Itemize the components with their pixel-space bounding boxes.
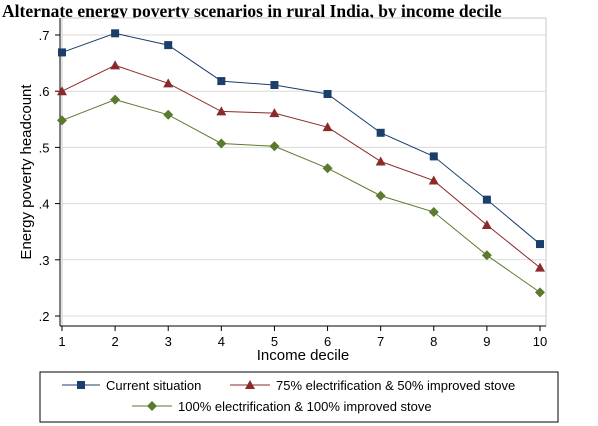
series-2	[57, 60, 545, 272]
data-point	[428, 175, 439, 185]
legend-marker	[245, 380, 255, 389]
data-point	[110, 94, 121, 105]
y-tick-label: .4	[39, 197, 50, 212]
x-tick-label: 10	[533, 334, 547, 349]
data-point	[110, 60, 121, 70]
legend: Current situation 75% electrification & 5…	[62, 378, 515, 414]
x-tick-label: 6	[324, 334, 331, 349]
series-lines	[57, 29, 545, 298]
data-point	[216, 138, 227, 149]
data-point	[57, 86, 67, 96]
series-3	[57, 94, 545, 298]
y-tick-label: .2	[39, 309, 50, 324]
x-tick-label: 8	[430, 334, 437, 349]
data-point	[163, 109, 174, 120]
data-point	[322, 122, 333, 132]
legend-marker	[77, 381, 85, 389]
legend-label: Current situation	[106, 378, 201, 393]
grid-lines	[62, 34, 546, 317]
data-point	[429, 152, 438, 161]
y-tick-label: .3	[39, 253, 50, 268]
series-line	[61, 32, 541, 245]
legend-label: 75% electrification & 50% improved stove	[276, 378, 515, 393]
data-point	[481, 219, 492, 229]
data-point	[323, 90, 332, 99]
data-point	[536, 240, 544, 249]
legend-item-1: Current situation	[62, 378, 201, 393]
data-point	[428, 207, 439, 218]
data-point	[57, 115, 67, 126]
data-point	[535, 262, 545, 272]
data-point	[322, 163, 333, 174]
y-tick-label: .6	[39, 84, 50, 99]
y-tick-label: .7	[39, 28, 50, 43]
x-tick-label: 9	[483, 334, 490, 349]
x-tick-label: 1	[58, 334, 65, 349]
data-point	[269, 108, 280, 118]
x-tick-label: 5	[271, 334, 278, 349]
data-point	[163, 78, 174, 88]
data-point	[58, 48, 66, 57]
data-point	[111, 29, 120, 38]
data-point	[217, 77, 226, 86]
plot-area	[61, 17, 547, 327]
series-line	[61, 64, 541, 269]
data-point	[375, 156, 386, 166]
legend-marker	[147, 401, 157, 411]
data-point	[375, 190, 386, 201]
chart-title: Alternate energy poverty scenarios in ru…	[2, 1, 502, 21]
x-axis-ticks: 1 2 3 4 5 6 7 8 9 10	[58, 326, 547, 349]
y-tick-label: .5	[39, 140, 50, 155]
data-point	[376, 128, 385, 137]
x-axis-title: Income decile	[257, 347, 350, 364]
legend-item-3: 100% electrification & 100% improved sto…	[132, 399, 432, 414]
data-point	[481, 250, 492, 261]
series-1	[58, 29, 544, 249]
y-axis-ticks: .2 .3 .4 .5 .6 .7	[39, 28, 60, 324]
x-tick-label: 2	[111, 334, 118, 349]
legend-box	[39, 371, 559, 423]
legend-label: 100% electrification & 100% improved sto…	[178, 399, 432, 414]
data-point	[216, 106, 227, 116]
data-point	[164, 41, 173, 50]
series-line	[61, 99, 541, 293]
y-axis-title: Energy poverty headcount	[18, 84, 35, 260]
legend-item-2: 75% electrification & 50% improved stove	[230, 378, 515, 393]
data-point	[535, 287, 545, 298]
data-point	[270, 81, 279, 90]
x-tick-label: 7	[377, 334, 384, 349]
x-tick-label: 4	[218, 334, 225, 349]
x-tick-label: 3	[165, 334, 172, 349]
data-point	[482, 195, 491, 204]
data-point	[269, 141, 280, 152]
